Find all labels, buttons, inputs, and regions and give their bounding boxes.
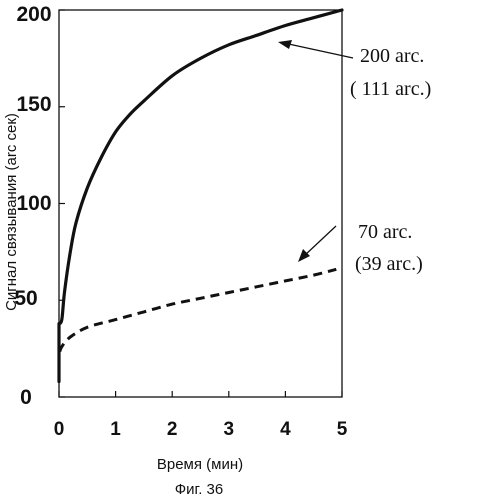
x-tick-label-0: 0: [54, 419, 65, 440]
x-tick-label-1: 1: [110, 419, 121, 440]
annotation-arrowhead-solid: [278, 40, 292, 49]
x-tick-label-4: 4: [280, 419, 291, 440]
y-axis-label: Сигнал связывания (arc сек): [3, 113, 20, 311]
y-tick-label-200: 200: [16, 3, 51, 26]
plot-frame: [59, 10, 342, 397]
annotation-dashed-line1: 70 arc.: [358, 221, 412, 243]
y-tick-label-100: 100: [16, 192, 51, 215]
annotation-arrowhead-dashed: [298, 249, 310, 262]
series-line-solid: [59, 10, 342, 382]
annotation-solid-line1: 200 arc.: [360, 45, 424, 67]
x-tick-label-5: 5: [337, 419, 348, 440]
y-tick-label-150: 150: [16, 93, 51, 116]
annotation-dashed-line2: (39 arc.): [355, 253, 423, 275]
figure-caption: Фиг. 36: [175, 481, 223, 498]
x-tick-label-3: 3: [224, 419, 235, 440]
annotation-arrow-dashed: [304, 226, 336, 256]
axis-ticks: [59, 10, 342, 397]
series-line-dashed: [59, 269, 336, 381]
x-tick-label-2: 2: [167, 419, 178, 440]
annotation-solid-line2: ( 111 arc.): [350, 78, 431, 100]
y-tick-label-0: 0: [20, 386, 32, 409]
x-axis-label: Время (мин): [157, 456, 243, 473]
